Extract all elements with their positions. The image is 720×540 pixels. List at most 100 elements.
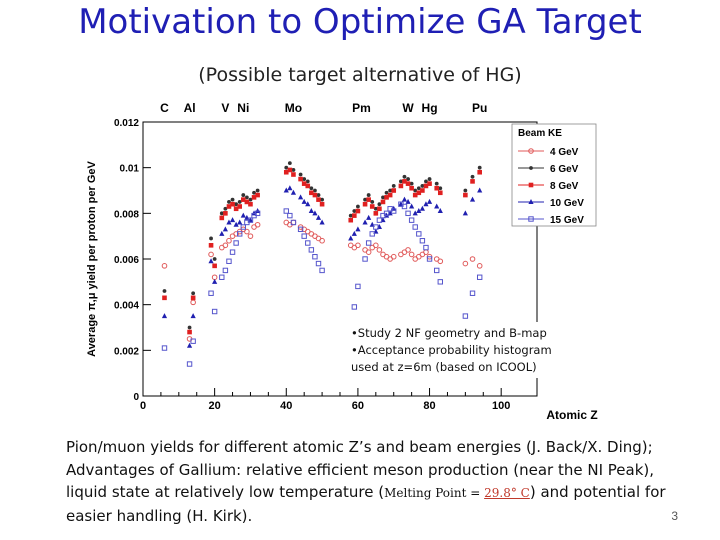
point-4-gev — [437, 258, 444, 265]
point-8-gev — [420, 188, 425, 193]
point-6-gev — [252, 190, 256, 195]
point-8-gev — [391, 188, 397, 193]
point-6-gev — [388, 188, 393, 193]
annotation-box: •Study 2 NF geometry and B-map •Acceptan… — [348, 322, 580, 378]
point-6-gev — [187, 325, 192, 330]
point-6-gev — [352, 209, 357, 213]
y-tick-label: 0.012 — [114, 118, 139, 129]
point-10-gev — [305, 201, 311, 207]
caption: Pion/muon yields for different atomic Z’… — [66, 436, 666, 527]
point-6-gev — [384, 190, 389, 195]
legend-marker-8-gev — [528, 182, 534, 188]
point-10-gev — [426, 198, 433, 204]
point-15-gev — [319, 267, 325, 274]
point-6-gev — [298, 172, 303, 177]
point-4-gev — [208, 251, 214, 258]
point-10-gev — [315, 214, 322, 220]
element-label-v: V — [221, 101, 229, 115]
point-10-gev — [477, 187, 483, 193]
point-15-gev — [362, 256, 368, 262]
x-tick-label: 20 — [209, 400, 221, 412]
slide-subtitle: (Possible target alternative of HG) — [198, 64, 522, 86]
point-6-gev — [209, 236, 213, 241]
point-8-gev — [437, 190, 443, 196]
point-6-gev — [470, 174, 475, 179]
point-15-gev — [419, 238, 426, 244]
point-6-gev — [230, 197, 235, 202]
point-15-gev — [351, 304, 358, 310]
point-8-gev — [312, 192, 318, 198]
point-6-gev — [420, 184, 425, 188]
point-8-gev — [219, 215, 225, 221]
point-8-gev — [298, 176, 303, 182]
point-10-gev — [419, 205, 425, 211]
point-10-gev — [412, 210, 418, 216]
point-6-gev — [219, 211, 224, 216]
point-8-gev — [244, 199, 250, 205]
point-4-gev — [244, 228, 250, 235]
point-8-gev — [470, 179, 475, 184]
legend-label-10-gev: 10 GeV — [550, 198, 584, 209]
point-15-gev — [401, 203, 408, 210]
point-8-gev — [352, 213, 357, 218]
point-10-gev — [240, 212, 246, 218]
point-6-gev — [477, 165, 482, 170]
point-8-gev — [233, 206, 239, 212]
point-15-gev — [373, 224, 379, 230]
point-15-gev — [233, 240, 239, 246]
point-15-gev — [305, 240, 311, 246]
point-10-gev — [423, 201, 429, 207]
x-tick-label: 40 — [280, 400, 292, 412]
point-6-gev — [223, 206, 228, 211]
point-8-gev — [416, 190, 422, 196]
legend-label-4-gev: 4 GeV — [550, 147, 579, 158]
point-4-gev — [365, 249, 372, 255]
point-15-gev — [405, 210, 411, 217]
point-8-gev — [223, 211, 228, 216]
point-10-gev — [290, 189, 297, 195]
point-6-gev — [255, 188, 260, 193]
legend-marker-4-gev — [528, 148, 534, 154]
point-10-gev — [283, 187, 289, 193]
element-label-ni: Ni — [237, 101, 249, 115]
point-8-gev — [283, 169, 289, 175]
point-10-gev — [229, 217, 236, 223]
y-tick-label: 0.004 — [114, 301, 139, 312]
point-10-gev — [308, 208, 314, 214]
slide-title: Motivation to Optimize GA Target — [78, 2, 642, 42]
point-10-gev — [219, 230, 225, 236]
point-10-gev — [161, 313, 168, 319]
x-tick-label: 0 — [140, 400, 146, 412]
point-8-gev — [380, 199, 386, 205]
annotation-line-3: used at z=6m (based on ICOOL) — [351, 360, 537, 374]
point-10-gev — [416, 208, 422, 214]
point-8-gev — [226, 204, 232, 209]
element-label-hg: Hg — [422, 101, 438, 115]
point-10-gev — [255, 208, 261, 214]
point-8-gev — [255, 192, 260, 198]
point-8-gev — [423, 183, 429, 189]
point-6-gev — [241, 193, 246, 197]
point-10-gev — [437, 208, 443, 214]
point-4-gev — [469, 256, 476, 262]
point-15-gev — [186, 361, 193, 367]
caption-line-3-suffix: ) and potential for — [529, 483, 666, 501]
point-6-gev — [287, 161, 292, 165]
point-8-gev — [305, 183, 311, 189]
point-8-gev — [405, 181, 411, 186]
legend-box — [511, 123, 597, 227]
caption-line-2: Advantages of Gallium: relative efficien… — [66, 460, 655, 479]
point-6-gev — [463, 188, 468, 193]
point-4-gev — [247, 233, 254, 239]
legend-marker-15-gev — [528, 216, 534, 222]
point-10-gev — [237, 219, 243, 225]
point-8-gev — [316, 197, 321, 202]
point-10-gev — [462, 210, 468, 216]
point-15-gev — [315, 260, 322, 267]
caption-line-3-prefix: liquid state at relatively low temperatu… — [66, 483, 385, 501]
point-10-gev — [208, 258, 214, 264]
point-8-gev — [377, 206, 382, 212]
point-15-gev — [426, 256, 433, 262]
element-label-mo: Mo — [285, 101, 302, 115]
point-10-gev — [312, 210, 318, 216]
